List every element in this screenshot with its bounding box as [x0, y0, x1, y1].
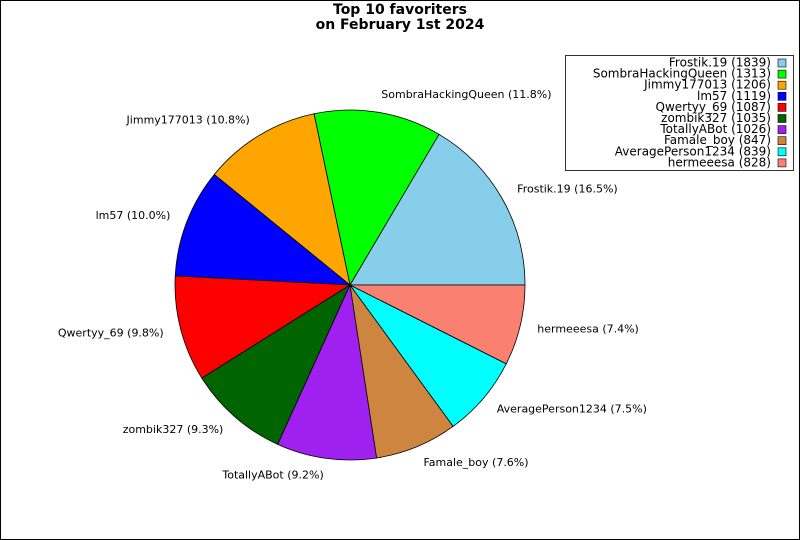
legend-label: Frostik.19 (1839): [669, 56, 771, 70]
slice-label: AveragePerson1234 (7.5%): [497, 403, 647, 416]
slice-label: Jimmy177013 (10.8%): [126, 114, 250, 127]
chart-title: on February 1st 2024: [316, 17, 485, 33]
legend-swatch: [777, 147, 787, 157]
slice-label: SombraHackingQueen (11.8%): [381, 88, 551, 101]
legend-label: lm57 (1119): [697, 89, 771, 103]
pie-slice: [313, 109, 440, 287]
legend-label: SombraHackingQueen (1313): [593, 67, 771, 81]
legend-label: Jimmy177013 (1206): [643, 78, 771, 92]
pie-slice: [174, 173, 352, 286]
legend-swatch: [777, 58, 787, 68]
slice-label: Frostik.19 (16.5%): [517, 183, 618, 196]
slice-label: zombik327 (9.3%): [123, 423, 224, 436]
slice-label: Qwertyy_69 (9.8%): [58, 326, 164, 339]
legend-label: AveragePerson1234 (839): [615, 144, 771, 158]
pie-slice: [349, 133, 526, 286]
pie-slice: [277, 283, 378, 461]
legend-label: Qwertyy_69 (1087): [656, 100, 771, 114]
slice-label: Famale_boy (7.6%): [423, 456, 528, 469]
legend-swatch: [777, 92, 787, 101]
legend-label: Famale_boy (847): [664, 133, 771, 147]
slice-label: hermeeesa (7.4%): [537, 323, 639, 336]
pie-slice: [174, 275, 352, 379]
pie-slice: [213, 113, 351, 287]
legend-box: [565, 55, 794, 171]
legend-swatch: [777, 80, 787, 90]
slice-label: TotallyABot (9.2%): [221, 469, 323, 482]
chart-title: Top 10 favoriters: [333, 2, 467, 18]
slice-label: lm57 (10.0%): [96, 209, 171, 222]
legend-swatch: [777, 125, 787, 134]
pie-slice: [349, 284, 526, 365]
legend-swatch: [777, 103, 787, 112]
pie-slice: [201, 283, 351, 445]
legend-swatch: [777, 136, 787, 145]
legend-label: zombik327 (1035): [661, 111, 771, 125]
legend-label: hermeeesa (828): [668, 155, 771, 169]
legend-swatch: [777, 69, 787, 79]
legend-label: TotallyABot (1026): [659, 122, 771, 136]
legend-swatch: [777, 114, 787, 123]
legend-swatch: [777, 158, 787, 168]
